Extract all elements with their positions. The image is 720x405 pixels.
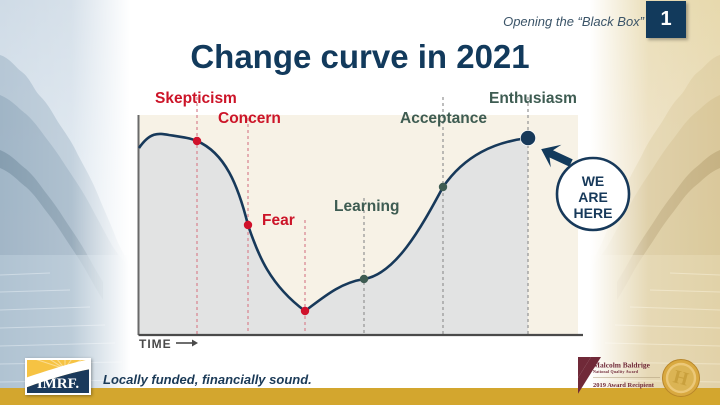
svg-text:IMRF.: IMRF. bbox=[37, 376, 80, 392]
svg-text:National Quality Award: National Quality Award bbox=[593, 369, 639, 374]
svg-text:Acceptance: Acceptance bbox=[400, 110, 487, 127]
svg-text:Skepticism: Skepticism bbox=[155, 90, 237, 107]
svg-text:Malcolm Baldrige: Malcolm Baldrige bbox=[593, 361, 651, 370]
svg-text:WE: WE bbox=[582, 173, 605, 189]
svg-text:HERE: HERE bbox=[574, 205, 613, 221]
svg-text:2019 Award Recipient: 2019 Award Recipient bbox=[593, 382, 655, 389]
svg-text:Fear: Fear bbox=[262, 212, 295, 229]
svg-text:Concern: Concern bbox=[218, 110, 281, 127]
svg-text:TIME: TIME bbox=[139, 337, 172, 351]
svg-text:ARE: ARE bbox=[578, 189, 608, 205]
svg-text:Enthusiasm: Enthusiasm bbox=[489, 90, 577, 107]
svg-text:Learning: Learning bbox=[334, 198, 399, 215]
